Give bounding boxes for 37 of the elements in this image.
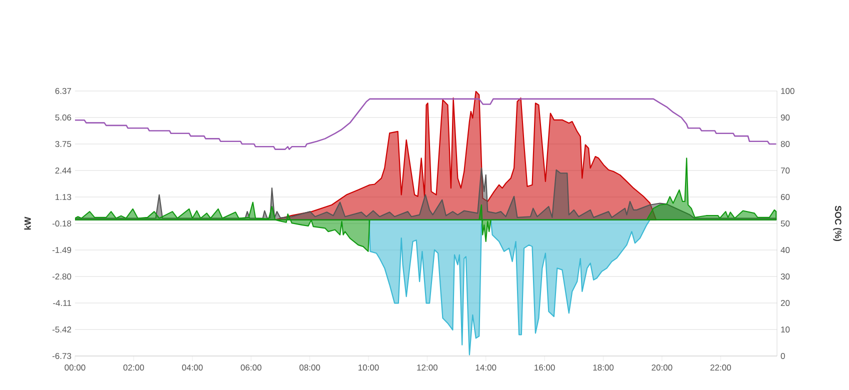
y-tick-label: 6.37 <box>55 88 72 94</box>
x-tick-label: 08:00 <box>299 364 320 371</box>
y-tick-label: -4.11 <box>53 300 72 306</box>
y-tick-label: 5.06 <box>55 114 72 120</box>
y2-tick-label: 30 <box>780 273 790 280</box>
y-axis-title: kW <box>24 216 31 230</box>
y2-tick-label: 100 <box>781 88 794 94</box>
y-tick-label: -0.18 <box>52 220 72 226</box>
y2-tick-label: 50 <box>780 220 790 226</box>
y-tick-label: -6.73 <box>52 352 72 360</box>
y-tick-label: 2.44 <box>55 168 72 174</box>
y2-tick-label: 10 <box>781 326 790 333</box>
y2-tick-label: 70 <box>780 167 790 174</box>
x-tick-label: 04:00 <box>182 364 203 371</box>
y-tick-label: 1.13 <box>56 194 72 200</box>
y2-tick-label: 90 <box>780 114 790 120</box>
y2-tick-label: 60 <box>780 194 790 200</box>
y2-tick-label: 40 <box>780 246 790 253</box>
y2-tick-label: 80 <box>780 140 790 147</box>
y-tick-label: -5.42 <box>52 326 72 333</box>
y2-axis-title: SOC (%) <box>833 206 842 242</box>
x-tick-label: 16:00 <box>534 364 555 371</box>
x-tick-label: 18:00 <box>593 364 614 371</box>
y-tick-label: 3.75 <box>55 140 72 147</box>
x-tick-label: 14:00 <box>476 364 496 371</box>
x-tick-label: 00:00 <box>64 364 86 371</box>
x-tick-label: 10:00 <box>358 364 379 371</box>
x-tick-label: 02:00 <box>123 364 144 371</box>
y2-tick-label: 0 <box>780 352 785 360</box>
x-tick-label: 22:00 <box>710 364 731 371</box>
line-series <box>75 98 777 150</box>
y-tick-label: -1.49 <box>52 246 72 254</box>
y2-tick-label: 20 <box>780 300 790 306</box>
x-tick-label: 20:00 <box>652 364 672 371</box>
x-tick-label: 12:00 <box>417 364 438 371</box>
x-tick-label: 06:00 <box>240 364 262 371</box>
y-tick-label: -2.80 <box>52 273 72 280</box>
